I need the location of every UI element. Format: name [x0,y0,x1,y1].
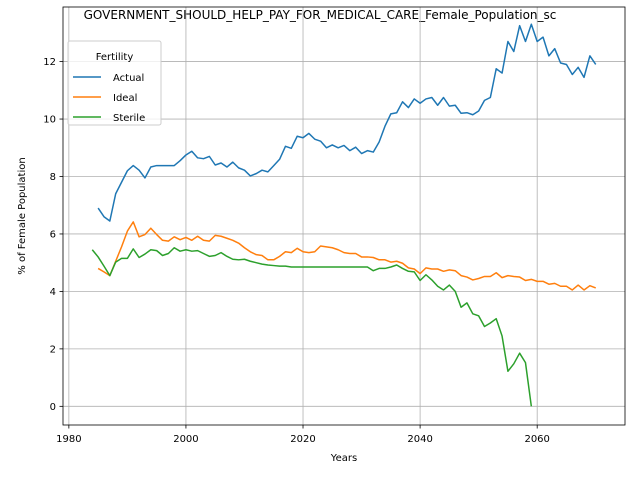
y-tick-label: 8 [50,172,56,183]
series-line-actual [97,23,597,222]
legend-label: Sterile [113,113,145,124]
series-lines [91,23,597,407]
y-tick-label: 2 [50,344,56,355]
legend-label: Ideal [113,93,137,104]
legend-entries: Actual Ideal Sterile [73,73,145,124]
legend-label: Actual [113,73,144,84]
legend-entry-actual: Actual [73,73,144,84]
y-tick-label: 6 [50,229,56,240]
series-line-sterile [91,247,533,407]
legend-box [67,40,162,126]
legend-title: Fertility [96,52,134,63]
x-tick-label: 2020 [290,434,315,445]
x-axis-label: Years [330,453,357,464]
legend: Fertility Actual Ideal Sterile [67,40,162,126]
legend-entry-ideal: Ideal [73,93,137,104]
plot-frame [62,6,626,426]
chart-title: GOVERNMENT_SHOULD_HELP_PAY_FOR_MEDICAL_C… [84,8,557,22]
y-tick-label: 4 [50,287,56,298]
series-line-ideal [97,221,597,291]
legend-entry-sterile: Sterile [73,113,145,124]
y-tick-label: 0 [50,402,56,413]
y-tick-label: 10 [43,115,56,126]
x-tick-label: 1980 [56,434,81,445]
x-tick-label: 2040 [407,434,432,445]
x-tick-label: 2060 [524,434,549,445]
x-tick-label: 2000 [173,434,198,445]
y-tick-label: 12 [43,57,56,68]
y-axis-label: % of Female Population [17,157,28,274]
axis-ticks: 1980 2000 2020 2040 2060 0 2 4 6 8 10 12 [43,57,550,445]
